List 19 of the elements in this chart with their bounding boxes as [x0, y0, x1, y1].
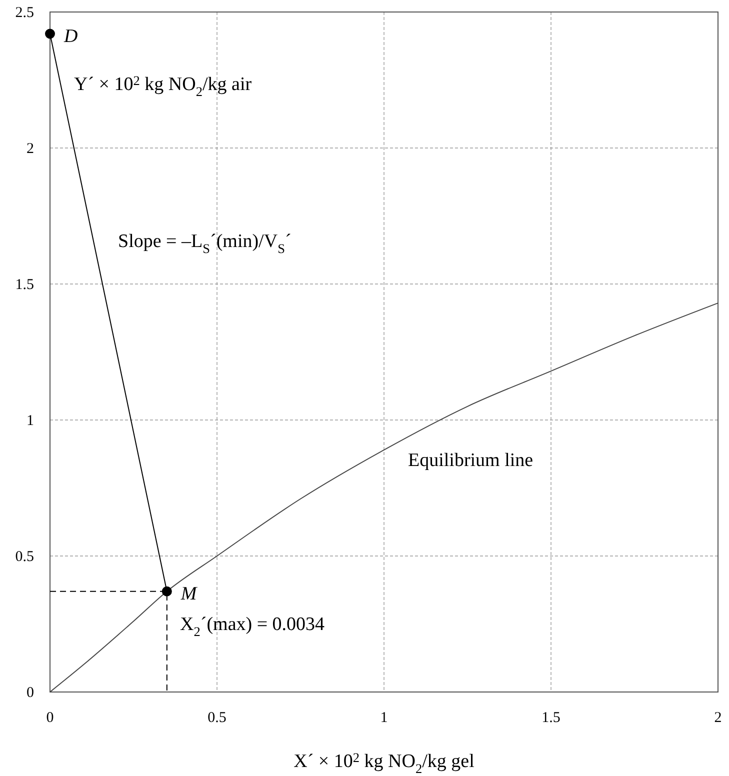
y-tick-label: 1 — [26, 413, 34, 429]
y-tick-label: 0 — [26, 685, 34, 701]
x-tick-label: 2 — [714, 710, 722, 726]
x-tick-label: 0 — [46, 710, 54, 726]
y-axis-title: Y´ × 10$^{2}$ kg NO$_{2}$/kg air — [74, 72, 252, 99]
annotation: D — [63, 26, 78, 47]
y-tick-label: 1.5 — [15, 277, 34, 293]
annotation: X$_{2}$´(max) = 0.0034 — [180, 614, 326, 639]
line-series — [50, 302, 718, 692]
x-tick-label: 1.5 — [542, 710, 560, 726]
y-tick-label: 2 — [26, 141, 34, 157]
x-axis-title: X´ × 10$^{2}$ kg NO$_{2}$/kg gel — [294, 750, 474, 776]
y-tick-label: 0.5 — [15, 549, 34, 565]
x-tick-label: 1 — [380, 710, 388, 726]
annotation: Slope = –L$_{S}$´(min)/V$_{S}$´ — [118, 231, 292, 256]
annotation: Equilibrium line — [408, 450, 534, 471]
x-tick-label: 0.5 — [208, 710, 226, 726]
y-tick-label: 2.5 — [15, 5, 34, 21]
annotation: M — [180, 583, 198, 604]
